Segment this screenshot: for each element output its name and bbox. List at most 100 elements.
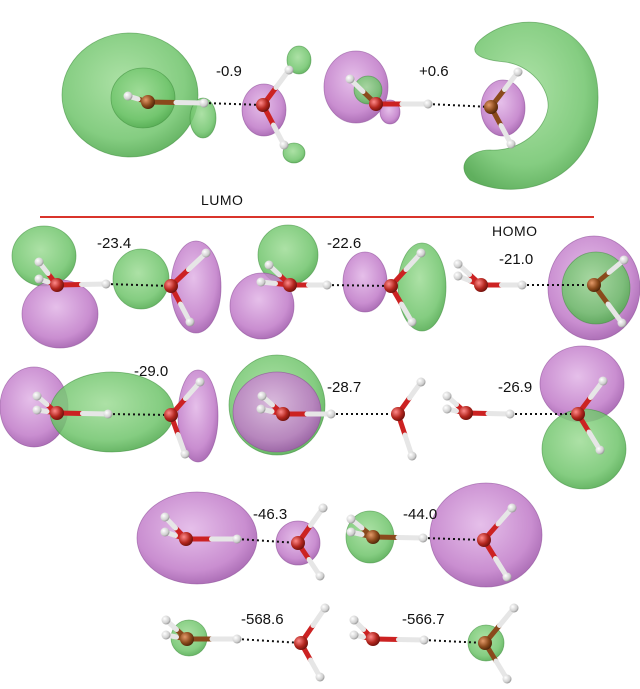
hydrogen-bond [326, 284, 392, 287]
oxygen-atom [477, 533, 491, 547]
energy-label-p7: -28.7 [327, 379, 361, 396]
hydrogen-atom [326, 409, 336, 419]
homo-label: HOMO [492, 223, 538, 239]
hydrogen-atom [232, 634, 242, 644]
hydrogen-atom [160, 512, 170, 522]
oxygen-atom [50, 406, 64, 420]
hydrogen-atom [315, 672, 325, 682]
oxygen-atom [179, 532, 193, 546]
hydrogen-atom [619, 255, 629, 265]
hydrogen-bond [236, 638, 302, 644]
hydrogen-bond [427, 103, 492, 108]
negative-lobe [342, 251, 388, 313]
hydrogen-atom [506, 139, 516, 149]
atoms [32, 65, 629, 684]
hydrogen-atom [32, 391, 42, 401]
oxygen-atom [164, 279, 178, 293]
hydrogen-atom [103, 409, 113, 419]
hydrogen-atom [160, 527, 170, 537]
hydrogen-atom [418, 533, 428, 543]
hydrogen-atom [416, 377, 426, 387]
lumo-label: LUMO [201, 192, 243, 208]
energy-label-p12: -566.7 [402, 611, 445, 628]
hydrogen-atom [264, 260, 274, 270]
positive-lobe [353, 75, 383, 105]
hydrogen-atom [349, 615, 359, 625]
oxygen-atom [291, 536, 305, 550]
hydrogen-atom [349, 630, 359, 640]
positive-lobe [189, 97, 217, 139]
orbital-lobes [0, 21, 640, 662]
positive-lobe [282, 142, 306, 164]
hydrogen-atom [423, 99, 433, 109]
hydrogen-atom [595, 445, 605, 455]
oxygen-atom [366, 632, 380, 646]
positive-lobe-crescent [463, 21, 599, 190]
hydrogen-bond [105, 283, 172, 287]
hydrogen-atom [502, 674, 512, 684]
positive-lobe [11, 225, 77, 287]
hydrogen-atom [407, 451, 417, 461]
energy-label-p6: -29.0 [134, 363, 168, 380]
hydrogen-atom [257, 391, 267, 401]
hydrogen-atom [442, 391, 452, 401]
oxygen-atom [141, 95, 155, 109]
hydrogen-atom [315, 571, 325, 581]
hydrogen-bond [107, 413, 172, 416]
hydrogen-atom [617, 318, 627, 328]
hydrogen-atom [517, 280, 527, 290]
oxygen-atom [50, 278, 64, 292]
oxygen-atom [587, 278, 601, 292]
positive-lobe [112, 248, 170, 310]
oxygen-atom [366, 530, 380, 544]
hydrogen-bond [236, 538, 299, 544]
hydrogen-atom [419, 635, 429, 645]
covalent-bond [173, 100, 207, 106]
hydrogen-atom [256, 277, 266, 287]
oxygen-atom [256, 98, 270, 112]
oxygen-atom [459, 406, 473, 420]
energy-label-p5: -21.0 [499, 251, 533, 268]
hydrogen-atom [322, 280, 332, 290]
hydrogen-atom [34, 274, 44, 284]
oxygen-atom [474, 278, 488, 292]
hydrogen-atom [513, 67, 523, 77]
hydrogen-atom [256, 404, 266, 414]
negative-lobe [229, 272, 295, 340]
hydrogen-atom [161, 630, 171, 640]
hydrogen-atom [161, 615, 171, 625]
hydrogen-atom [509, 603, 519, 613]
energy-label-p11: -568.6 [241, 611, 284, 628]
hydrogen-atom [101, 279, 111, 289]
hydrogen-atom [502, 572, 512, 582]
oxygen-atom [478, 636, 492, 650]
hydrogen-atom [284, 65, 294, 75]
hydrogen-atom [346, 514, 356, 524]
hydrogen-atom [199, 98, 209, 108]
energy-label-p1: -0.9 [216, 63, 242, 80]
hydrogen-atom [442, 404, 452, 414]
hydrogen-atom [407, 317, 417, 327]
hydrogen-atom [320, 603, 330, 613]
hydrogen-atom [123, 91, 133, 101]
hydrogen-atom [34, 257, 44, 267]
oxygen-atom [283, 278, 297, 292]
positive-lobe [286, 45, 312, 75]
oxygen-atom [391, 407, 405, 421]
oxygen-atom [294, 636, 308, 650]
hydrogen-atom [195, 377, 205, 387]
negative-lobe [480, 79, 526, 137]
energy-label-p9: -46.3 [253, 506, 287, 523]
hydrogen-atom [346, 527, 356, 537]
hydrogen-atom [345, 74, 355, 84]
oxygen-atom [384, 279, 398, 293]
hydrogen-atom [507, 503, 517, 513]
hydrogen-atom [32, 405, 42, 415]
hydrogen-atom [505, 409, 515, 419]
negative-lobe [170, 240, 222, 334]
hydrogen-bond [423, 639, 486, 644]
oxygen-atom [369, 97, 383, 111]
oxygen-atom [180, 632, 194, 646]
hydrogen-atom [416, 248, 426, 258]
